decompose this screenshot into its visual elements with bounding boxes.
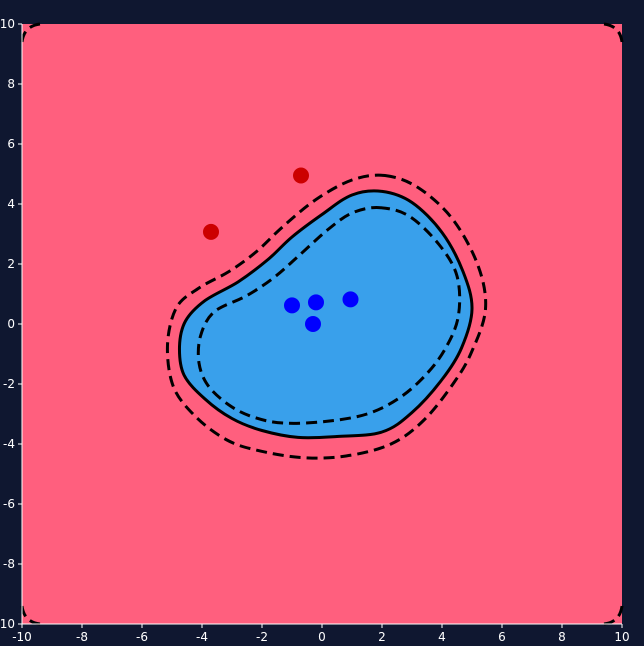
- y-ticks: -10 -8 -6 -4 -2 0 2 4 6 8 10: [0, 17, 22, 631]
- y-tick-label: 2: [7, 257, 15, 271]
- contour-decision: [177, 189, 474, 440]
- y-tick-label: 6: [7, 137, 15, 151]
- x-tick-label: -6: [136, 630, 148, 644]
- blue-point: [308, 294, 324, 311]
- x-tick-label: -2: [256, 630, 268, 644]
- y-tick-label: -4: [3, 437, 15, 451]
- data-points: [203, 167, 359, 332]
- x-ticks: -10 -8 -6 -4 -2 0 2 4 6 8 10: [12, 624, 630, 644]
- y-tick-label: -10: [0, 617, 15, 631]
- red-point: [203, 223, 219, 240]
- y-tick-label: 10: [0, 17, 15, 31]
- contours: [165, 173, 488, 460]
- blue-point: [305, 316, 321, 332]
- blue-point: [284, 297, 300, 314]
- y-tick-label: -8: [3, 557, 15, 571]
- blue-point: [342, 291, 359, 308]
- y-tick-label: 4: [7, 197, 15, 211]
- contour-inner-margin: [196, 206, 462, 425]
- x-tick-label: -8: [76, 630, 88, 644]
- y-tick-label: 8: [7, 77, 15, 91]
- corner-contour-top-right: [603, 22, 624, 43]
- inside-region: [179, 190, 473, 438]
- x-tick-label: 8: [558, 630, 566, 644]
- x-tick-label: 10: [614, 630, 629, 644]
- regions: [179, 190, 473, 438]
- y-tick-label: -6: [3, 497, 15, 511]
- x-tick-label: -10: [12, 630, 32, 644]
- x-tick-label: 6: [498, 630, 506, 644]
- contour-outer-margin: [165, 173, 488, 460]
- x-tick-label: 4: [438, 630, 446, 644]
- x-tick-label: 2: [378, 630, 386, 644]
- y-tick-label: -2: [3, 377, 15, 391]
- red-point: [293, 167, 309, 184]
- y-tick-label: 0: [7, 317, 15, 331]
- x-tick-label: 0: [318, 630, 326, 644]
- x-tick-label: -4: [196, 630, 208, 644]
